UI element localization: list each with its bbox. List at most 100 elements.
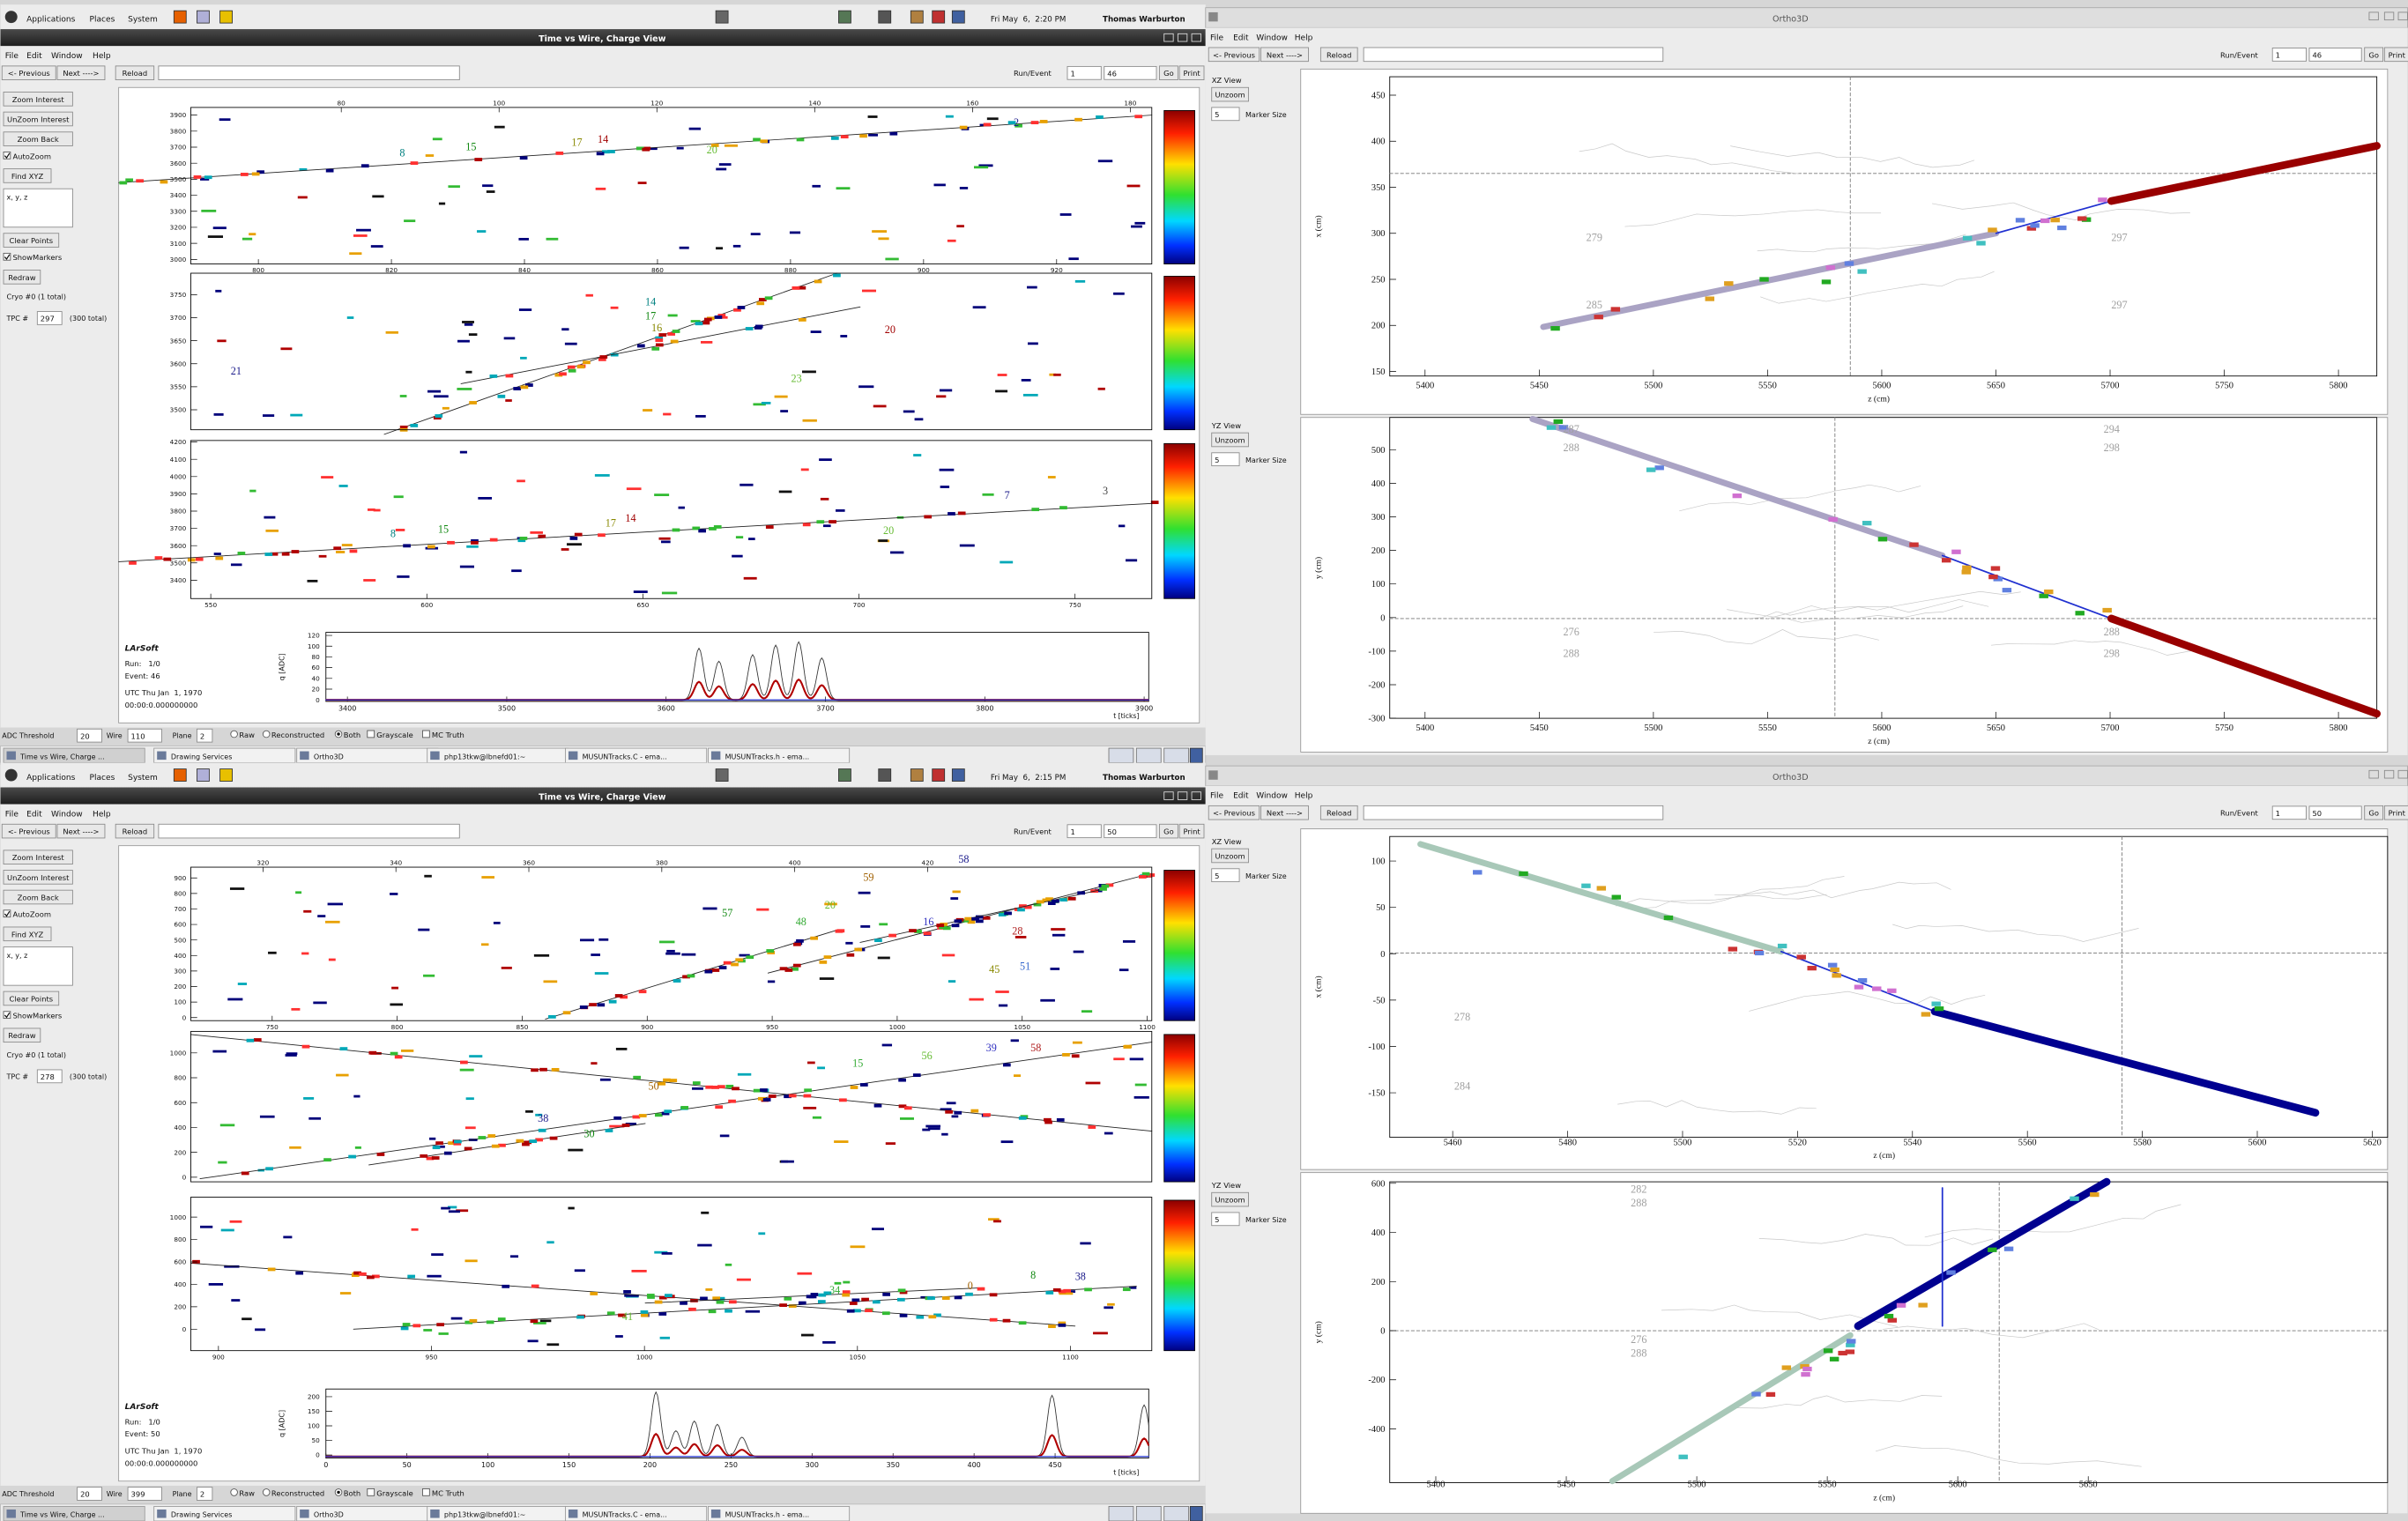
raw-radio[interactable]	[231, 1489, 238, 1496]
task-label[interactable]: MUSUNTracks.C - ema...	[583, 1511, 667, 1519]
launcher-icon[interactable]	[879, 769, 891, 782]
run-value[interactable]: 1	[1070, 69, 1074, 78]
task-label[interactable]: Ortho3D	[314, 753, 344, 760]
clear-points-text[interactable]: Clear Points	[10, 994, 54, 1003]
menu-item[interactable]: Window	[51, 52, 83, 61]
mc-truth-checkbox[interactable]	[422, 731, 429, 738]
launcher-icon[interactable]	[910, 769, 923, 782]
menu-item[interactable]: Help	[1295, 33, 1313, 42]
reload-text[interactable]: Reload	[123, 827, 147, 836]
task-label[interactable]: Time vs Wire, Charge ...	[19, 753, 105, 760]
tpc-value[interactable]: 278	[41, 1072, 55, 1081]
redraw-text[interactable]: Redraw	[8, 1031, 35, 1040]
reload-text[interactable]: Reload	[1327, 50, 1351, 59]
find-xyz-text[interactable]: Find XYZ	[11, 172, 44, 181]
show-markers-label[interactable]: ShowMarkers	[12, 1012, 62, 1020]
tpc-value[interactable]: 297	[41, 315, 55, 323]
event-value[interactable]: 46	[2312, 50, 2322, 59]
task-label[interactable]: MUSUNTracks.C - ema...	[583, 753, 667, 760]
menu-item[interactable]: File	[5, 811, 19, 820]
event-value[interactable]: 46	[1107, 69, 1117, 78]
xyz-text[interactable]: x, y, z	[6, 193, 27, 201]
launcher-icon[interactable]	[933, 769, 945, 782]
launcher-icon[interactable]	[174, 769, 186, 782]
task-label[interactable]: php13tkw@lbnefd01:~	[444, 753, 525, 760]
print-text[interactable]: Print	[2389, 50, 2406, 59]
panel-menu[interactable]: Applications	[26, 15, 76, 24]
zoom-text[interactable]: Zoom Back	[18, 893, 59, 901]
launcher-icon[interactable]	[933, 11, 945, 23]
launcher-icon[interactable]	[220, 769, 233, 782]
print-text[interactable]: Print	[1183, 827, 1200, 836]
workspace[interactable]	[1109, 748, 1133, 763]
autozoom-label[interactable]: AutoZoom	[12, 910, 51, 919]
launcher-icon[interactable]	[716, 11, 728, 23]
reconstructed-label[interactable]: Reconstructed	[271, 731, 324, 739]
wire-value[interactable]: 110	[131, 731, 145, 740]
plane-value[interactable]: 2	[200, 731, 204, 740]
go-text[interactable]: Go	[1163, 69, 1174, 78]
file-combo[interactable]	[1364, 805, 1663, 820]
workspace[interactable]	[1136, 748, 1161, 763]
run-value[interactable]: 1	[1070, 827, 1074, 836]
menu-item[interactable]: File	[1210, 33, 1224, 42]
mc-truth-checkbox[interactable]	[422, 1488, 429, 1495]
wire-value[interactable]: 399	[131, 1490, 145, 1499]
task-label[interactable]: MUSUNTracks.h - ema...	[725, 1511, 810, 1519]
launcher-icon[interactable]	[910, 11, 923, 23]
reconstructed-label[interactable]: Reconstructed	[271, 1488, 324, 1497]
run-value[interactable]: 1	[2276, 809, 2280, 818]
zoom-text[interactable]: Zoom Interest	[12, 853, 65, 862]
previous-text[interactable]: <- Previous	[8, 69, 50, 78]
panel-menu[interactable]: Applications	[26, 774, 76, 783]
launcher-icon[interactable]	[197, 11, 209, 23]
task-label[interactable]: Drawing Services	[171, 753, 233, 760]
event-value[interactable]: 50	[1107, 827, 1117, 836]
menu-item[interactable]: Edit	[26, 52, 42, 61]
task-label[interactable]: MUSUNTracks.h - ema...	[725, 753, 810, 760]
menu-item[interactable]: Edit	[1233, 792, 1249, 801]
reload-text[interactable]: Reload	[1327, 809, 1351, 818]
file-combo[interactable]	[1364, 48, 1663, 62]
next-text[interactable]: Next ---->	[1267, 809, 1303, 818]
unzoom-text[interactable]: Unzoom	[1215, 851, 1245, 860]
menu-item[interactable]: Help	[93, 811, 111, 820]
autozoom-label[interactable]: AutoZoom	[12, 152, 51, 160]
launcher-icon[interactable]	[838, 11, 851, 23]
panel-menu[interactable]: System	[128, 15, 158, 24]
menu-item[interactable]: Window	[51, 811, 83, 820]
workspace[interactable]	[1164, 748, 1189, 763]
menu-item[interactable]: File	[1210, 792, 1224, 801]
unzoom-text[interactable]: Unzoom	[1215, 435, 1245, 444]
launcher-icon[interactable]	[879, 11, 891, 23]
previous-text[interactable]: <- Previous	[8, 827, 50, 836]
adc-value[interactable]: 20	[80, 731, 90, 740]
marker-size-value[interactable]: 5	[1215, 1215, 1219, 1224]
menu-item[interactable]: Window	[1256, 33, 1288, 42]
panel-menu[interactable]: Places	[90, 15, 115, 24]
grayscale-label[interactable]: Grayscale	[376, 1488, 413, 1497]
launcher-icon[interactable]	[174, 11, 186, 23]
previous-text[interactable]: <- Previous	[1213, 50, 1255, 59]
workspace[interactable]	[1109, 1506, 1133, 1521]
zoom-text[interactable]: Zoom Back	[18, 135, 59, 144]
trash[interactable]	[1190, 748, 1202, 763]
print-text[interactable]: Print	[1183, 69, 1200, 78]
previous-text[interactable]: <- Previous	[1213, 809, 1255, 818]
menu-item[interactable]: Edit	[26, 811, 42, 820]
task-label[interactable]: Ortho3D	[314, 1511, 344, 1519]
next-text[interactable]: Next ---->	[63, 69, 99, 78]
find-xyz-text[interactable]: Find XYZ	[11, 930, 44, 939]
marker-size-value[interactable]: 5	[1215, 872, 1219, 880]
menu-item[interactable]: Help	[93, 52, 111, 61]
reconstructed-radio[interactable]	[263, 731, 270, 738]
launcher-icon[interactable]	[952, 11, 964, 23]
menu-item[interactable]: Edit	[1233, 33, 1249, 42]
reconstructed-radio[interactable]	[263, 1489, 270, 1496]
launcher-icon[interactable]	[952, 769, 964, 782]
clear-points-text[interactable]: Clear Points	[10, 236, 54, 245]
raw-radio[interactable]	[231, 731, 238, 738]
reload-text[interactable]: Reload	[123, 69, 147, 78]
print-text[interactable]: Print	[2389, 809, 2406, 818]
raw-label[interactable]: Raw	[239, 1488, 255, 1497]
